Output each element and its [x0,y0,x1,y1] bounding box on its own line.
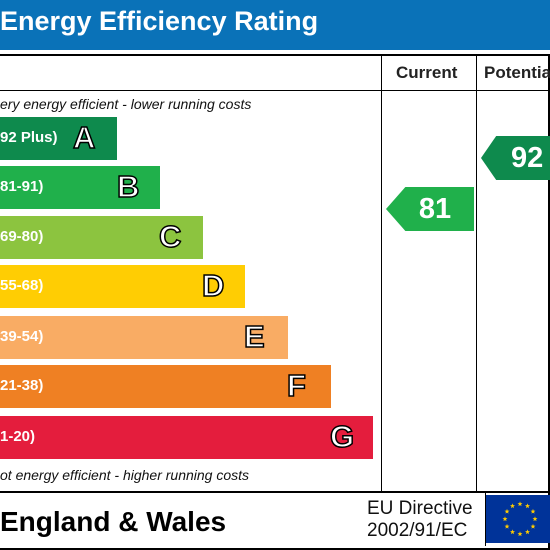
eu-directive-label: EU Directive [367,498,473,519]
note-bottom: ot energy efficient - higher running cos… [0,467,250,483]
note-top: ery energy efficient - lower running cos… [0,96,252,112]
band-b-letter: B [116,168,140,205]
band-d-range: 55-68) [0,277,44,294]
band-g-range: 1-20) [0,428,36,445]
flag-star [510,503,515,509]
band-e: 39-54) E [0,316,288,359]
column-potential-header: Potentia [484,63,550,82]
band-c-range: 69-80) [0,228,44,245]
potential-rating-value: 92 [511,142,544,174]
divider-current [381,54,382,492]
potential-rating-arrow: 92 [481,136,550,180]
column-current-header: Current [396,63,458,82]
band-a-range: 92 Plus) [0,129,58,146]
eu-flag-icon [486,495,550,543]
divider-flag [485,493,486,546]
flag-star [530,508,536,514]
flag-star [525,529,530,535]
band-a: 92 Plus) A [0,117,117,160]
flag-star [517,531,523,537]
flag-star [532,516,538,522]
band-g-letter: G [329,418,355,455]
header-row-divider [0,90,550,91]
flag-star [510,529,515,535]
flag-star [502,516,508,522]
band-e-letter: E [243,318,265,355]
current-rating-arrow: 81 [386,187,474,231]
current-rating-value: 81 [418,193,452,225]
band-a-letter: A [72,119,96,156]
band-d: 55-68) D [0,265,245,308]
header-bar: Energy Efficiency Rating [0,0,550,50]
band-c-letter: C [158,218,182,255]
band-f-letter: F [286,367,306,404]
band-f-range: 21-38) [0,377,44,394]
flag-star [504,508,510,514]
band-b: 81-91) B [0,166,160,209]
band-b-range: 81-91) [0,178,44,195]
page-title: Energy Efficiency Rating [0,6,319,36]
band-c: 69-80) C [0,216,203,259]
band-e-range: 39-54) [0,328,44,345]
band-f: 21-38) F [0,365,331,408]
footer-divider [0,491,550,493]
flag-star [525,503,530,509]
flag-star [517,501,523,507]
divider-potential [476,54,477,492]
rating-table-frame [0,54,550,550]
band-g: 1-20) G [0,416,373,459]
eu-directive-number: 2002/91/EC [367,520,468,541]
band-d-letter: D [201,267,225,304]
flag-star [530,523,536,529]
country-label: England & Wales [0,506,227,537]
flag-star [504,523,510,529]
